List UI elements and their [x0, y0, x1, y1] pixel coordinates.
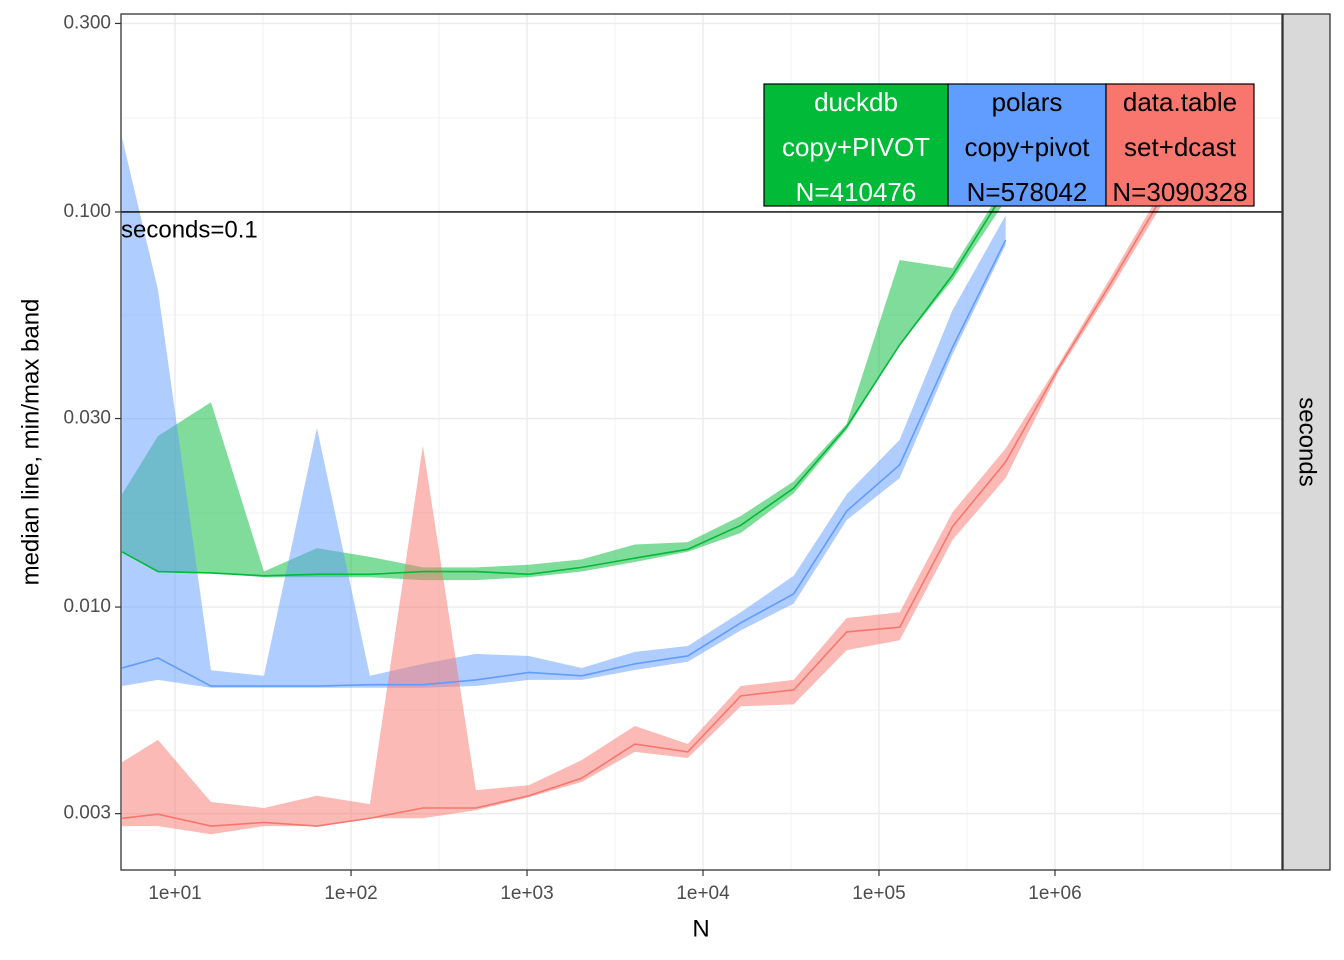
- series-label: set+dcast: [1124, 132, 1237, 162]
- band: [122, 137, 1006, 688]
- y-tick-label: 0.003: [63, 803, 111, 824]
- band: [122, 185, 1165, 835]
- median-line: [121, 192, 1166, 827]
- series-label-box: [947, 83, 1107, 207]
- series-label: copy+PIVOT: [782, 132, 930, 162]
- x-tick-label: 1e+03: [500, 883, 553, 904]
- x-tick-label: 1e+04: [676, 883, 730, 904]
- series-label: copy+pivot: [964, 132, 1090, 162]
- x-tick-label: 1e+01: [148, 883, 201, 904]
- series-label: N=3090328: [1112, 177, 1247, 207]
- band: [122, 183, 1006, 581]
- y-axis-title: median line, min/max band: [17, 299, 44, 586]
- x-tick-label: 1e+05: [852, 883, 905, 904]
- y-tick-label: 0.030: [63, 408, 111, 429]
- y-tick-label: 0.300: [63, 12, 111, 33]
- series-label: data.table: [1123, 87, 1237, 117]
- axes: 1e+01 1e+02 1e+03 1e+04 1e+05 1e+06 0.003 0.010…: [63, 12, 1081, 904]
- x-axis-title: N: [692, 915, 709, 942]
- panel-border: [120, 13, 1283, 871]
- strip: [1282, 13, 1331, 871]
- strip-label: seconds: [1294, 397, 1321, 486]
- series-label: polars: [992, 87, 1063, 117]
- median-line: [121, 239, 1007, 687]
- threshold-label: seconds=0.1: [121, 216, 258, 243]
- series-label-box: [763, 83, 949, 207]
- series-labels: duckdb copy+PIVOT N=410476 polars copy+pivot…: [763, 83, 1255, 207]
- y-tick-label: 0.100: [63, 201, 111, 222]
- x-tick-label: 1e+06: [1028, 883, 1081, 904]
- series-label: N=410476: [796, 177, 917, 207]
- marks: seconds=0.1: [121, 137, 1282, 835]
- series-label-box: [1105, 83, 1255, 207]
- series-label: N=578042: [967, 177, 1088, 207]
- y-tick-label: 0.010: [63, 596, 111, 617]
- x-tick-label: 1e+02: [324, 883, 377, 904]
- median-line: [121, 189, 1007, 577]
- series-label: duckdb: [814, 87, 898, 117]
